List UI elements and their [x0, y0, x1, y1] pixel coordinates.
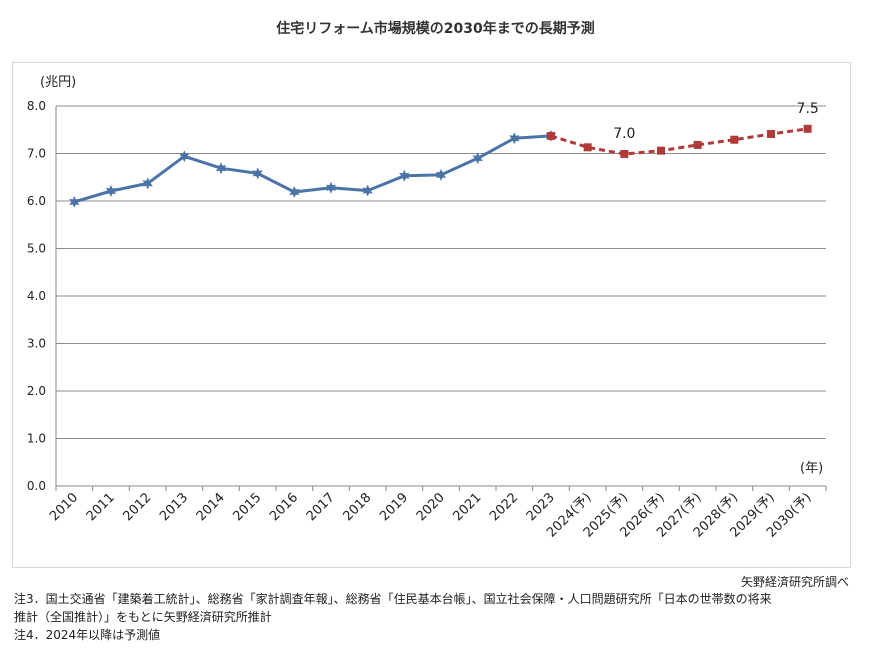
data-point [693, 140, 702, 149]
x-tick-label: 2023 [524, 490, 558, 524]
x-tick-label: 2015 [230, 490, 264, 524]
data-label: 7.0 [613, 126, 635, 142]
data-point [620, 149, 629, 158]
x-tick-label: 2018 [340, 490, 374, 524]
data-point [509, 132, 520, 145]
data-point [730, 135, 739, 144]
data-point [399, 169, 410, 182]
x-axis-unit: (年) [800, 461, 823, 476]
footnote-line: 注3．国土交通省「建築着工統計」、総務省「家計調査年報」、総務省「住民基本台帳」… [14, 592, 772, 606]
data-point [657, 146, 665, 155]
series-line [73, 134, 552, 204]
x-tick-label: 2016 [267, 490, 301, 524]
data-point [179, 150, 190, 163]
x-tick-label: 2012 [120, 490, 154, 524]
data-point [325, 181, 337, 194]
y-tick-label: 0.0 [27, 479, 46, 493]
chart-frame [12, 62, 851, 568]
x-tick-label: 2021 [450, 490, 484, 524]
data-label: 7.5 [797, 101, 819, 117]
data-point [105, 185, 117, 197]
source-credit: 矢野経済研究所調べ [740, 575, 849, 589]
x-tick-label: 2019 [377, 490, 411, 524]
footnote-line: 注4．2024年以降は予測値 [14, 628, 161, 642]
data-point [142, 177, 153, 190]
data-point [767, 130, 775, 139]
y-tick-label: 5.0 [27, 242, 46, 256]
data-point [472, 152, 483, 165]
footnote-line: 推計（全国推計）」をもとに矢野経済研究所推計 [14, 610, 272, 624]
data-point [435, 168, 447, 181]
footnotes: 注3．国土交通省「建築着工統計」、総務省「家計調査年報」、総務省「住民基本台帳」… [14, 590, 864, 644]
y-tick-label: 4.0 [27, 289, 46, 303]
x-tick-label: 2020 [414, 490, 448, 524]
x-tick-label: 2013 [157, 490, 191, 524]
data-point [803, 124, 812, 133]
x-tick-label: 2014 [194, 490, 228, 524]
x-tick-label: 2022 [487, 490, 521, 524]
data-point [583, 143, 592, 152]
series-line [550, 127, 808, 156]
y-tick-label: 7.0 [27, 147, 46, 161]
chart-title: 住宅リフォーム市場規模の2030年までの長期予測 [276, 21, 595, 37]
y-tick-label: 3.0 [27, 337, 46, 351]
x-tick-label: 2011 [84, 490, 118, 524]
y-axis-unit: (兆円) [40, 75, 76, 90]
data-point [69, 195, 80, 208]
data-point [547, 131, 555, 140]
y-tick-label: 2.0 [27, 384, 46, 398]
data-point [252, 167, 263, 180]
x-tick-label: 2017 [304, 490, 338, 524]
y-tick-label: 1.0 [27, 432, 46, 446]
x-tick-label: 2010 [47, 490, 81, 524]
data-point [289, 186, 300, 198]
y-tick-label: 6.0 [27, 194, 46, 208]
data-point [215, 162, 227, 175]
data-point [362, 184, 373, 197]
y-tick-label: 8.0 [27, 99, 46, 113]
